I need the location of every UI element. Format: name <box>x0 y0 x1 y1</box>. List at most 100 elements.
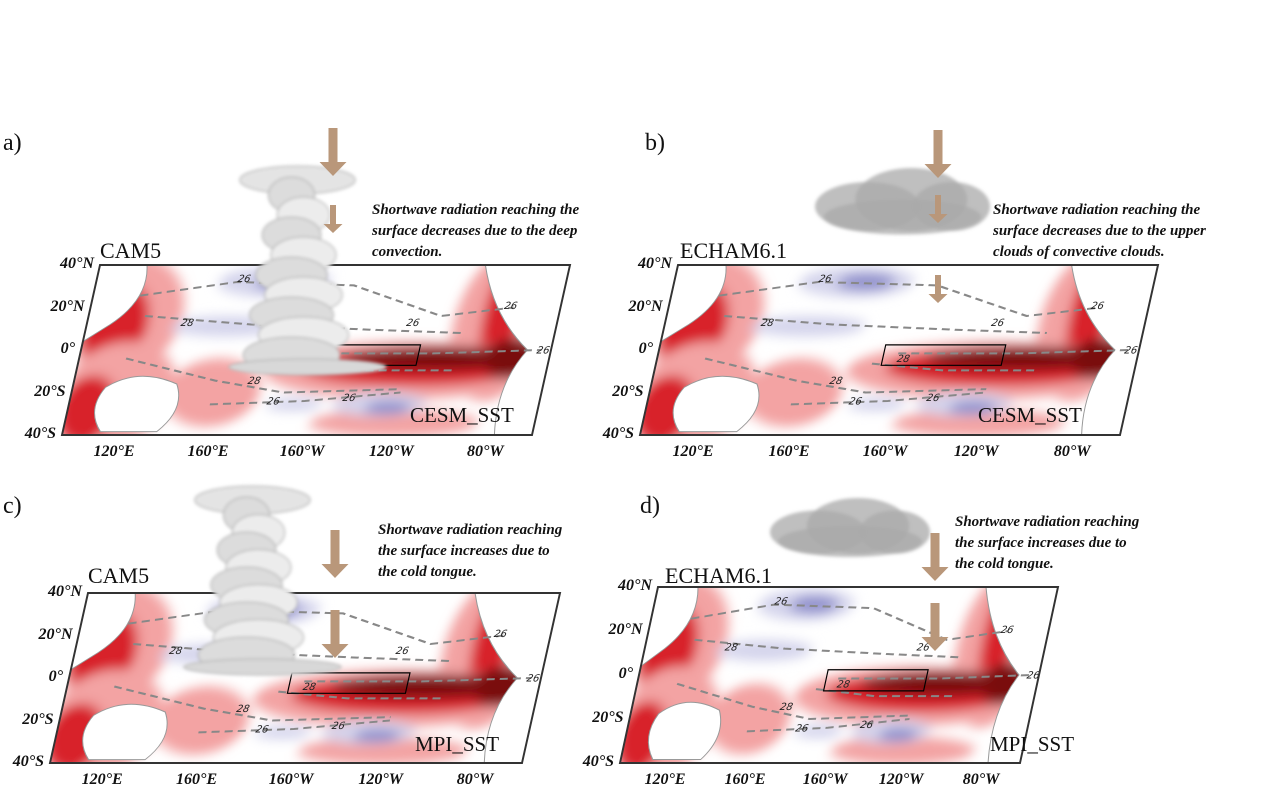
shortwave-arrow-icon <box>321 610 349 658</box>
contour-label: 28 <box>896 354 911 365</box>
shortwave-arrow-icon <box>928 195 948 223</box>
contour-label: 26 <box>395 646 410 657</box>
longitude-label: 160°W <box>279 443 325 460</box>
longitude-label: 80°W <box>962 771 1000 788</box>
contour-label: 26 <box>774 597 789 608</box>
latitude-label: 40°N <box>48 583 82 600</box>
longitude-label: 120°E <box>644 771 686 788</box>
contour-label: 26 <box>818 274 833 285</box>
sst-contour-line <box>198 719 391 734</box>
model-name: ECHAM6.1 <box>680 238 787 263</box>
sst-contour-line <box>278 690 443 700</box>
longitude-label: 160°W <box>802 771 848 788</box>
latitude-label: 0° <box>48 668 63 685</box>
latitude-label: 20°N <box>38 625 73 643</box>
contour-label: 28 <box>779 702 794 713</box>
australia-landmass <box>94 375 180 433</box>
longitude-label: 120°W <box>358 771 403 788</box>
shortwave-arrow-icon <box>924 130 952 178</box>
annotation-line: Shortwave radiation reaching the <box>372 202 580 218</box>
longitude-label: 160°W <box>862 443 908 460</box>
warm-anomaly-region <box>830 736 975 763</box>
sst-contour-line <box>209 391 401 406</box>
annotation-text: Shortwave radiation reaching the surface … <box>955 512 1139 575</box>
latitude-label: 0° <box>60 340 75 357</box>
cool-anomaly-region <box>716 639 813 661</box>
latitude-label: 40°S <box>602 425 634 442</box>
contour-label: 28 <box>168 646 183 657</box>
annotation-line: Shortwave radiation reaching the <box>993 202 1201 218</box>
contour-label: 26 <box>254 724 269 735</box>
contour-label: 26 <box>405 318 420 329</box>
longitude-label: 160°E <box>724 771 766 788</box>
panel-label: d) <box>640 493 660 519</box>
asia-landmass <box>70 593 136 671</box>
sst-contour-line <box>128 608 504 646</box>
contour-label: 28 <box>836 679 851 690</box>
latitude-label: 40°S <box>582 753 614 770</box>
australia-landmass <box>82 703 168 761</box>
sst-contour-line <box>315 349 542 355</box>
warm-anomaly-region <box>892 409 1066 435</box>
panel-label: c) <box>3 493 22 519</box>
longitude-label: 120°W <box>368 443 414 460</box>
contour-label: 28 <box>247 376 262 387</box>
annotation-line: surface decreases due to the deep <box>372 223 578 239</box>
contour-label: 28 <box>828 376 843 387</box>
sst-contour-line <box>676 682 911 721</box>
map-frame <box>60 264 572 436</box>
asia-landmass <box>640 587 699 668</box>
warm-anomaly-region <box>309 409 479 435</box>
contour-label: 26 <box>990 318 1005 329</box>
contour-label: 26 <box>331 721 346 732</box>
map-frame <box>48 592 562 764</box>
longitude-label: 120°E <box>672 443 714 460</box>
sst-contour-line <box>304 677 532 683</box>
contour-label: 26 <box>342 393 357 404</box>
latitude-label: 20°S <box>592 709 624 726</box>
longitude-label: 160°W <box>268 771 314 788</box>
shortwave-arrow-icon <box>321 530 349 578</box>
warm-anomaly-region <box>298 737 469 763</box>
sst-contour-line <box>790 391 986 406</box>
longitude-label: 160°E <box>187 443 229 460</box>
latitude-label: 40°S <box>24 425 56 442</box>
latitude-label: 0° <box>638 340 653 357</box>
contour-label: 26 <box>525 673 540 684</box>
australia-landmass <box>672 375 760 433</box>
sst-contour-line <box>691 603 1009 641</box>
cool-anomaly-region <box>837 273 896 291</box>
annotation-line: surface decreases due to the upper <box>993 223 1206 239</box>
longitude-label: 80°W <box>1053 443 1091 460</box>
contour-label: 26 <box>925 393 940 404</box>
warm-anomaly-region <box>164 358 261 427</box>
cool-anomaly-region <box>364 401 412 415</box>
longitude-label: 160°E <box>176 771 218 788</box>
sst-contour-line <box>746 718 910 733</box>
cool-anomaly-region <box>790 595 839 614</box>
annotation-text: Shortwave radiation reaching the surface … <box>378 520 562 583</box>
latitude-label: 20°S <box>34 382 66 400</box>
latitude-label: 20°S <box>612 382 644 400</box>
map-frame <box>638 264 1160 436</box>
annotation-line: the surface increases due to <box>955 535 1127 551</box>
sst-contour-line <box>898 349 1130 355</box>
contour-label: 28 <box>235 704 250 715</box>
annotation-line: Shortwave radiation reaching <box>955 514 1140 530</box>
sst-contour-line <box>719 280 1101 318</box>
sst-dataset-label: MPI_SST <box>415 732 500 756</box>
annotation-line: the cold tongue. <box>955 556 1054 572</box>
sst-contour-line <box>838 674 1032 680</box>
contour-label: 28 <box>180 318 195 329</box>
map-frame <box>618 586 1060 764</box>
asia-landmass <box>82 265 148 343</box>
model-name: ECHAM6.1 <box>665 563 772 588</box>
contour-label: 26 <box>848 396 863 407</box>
